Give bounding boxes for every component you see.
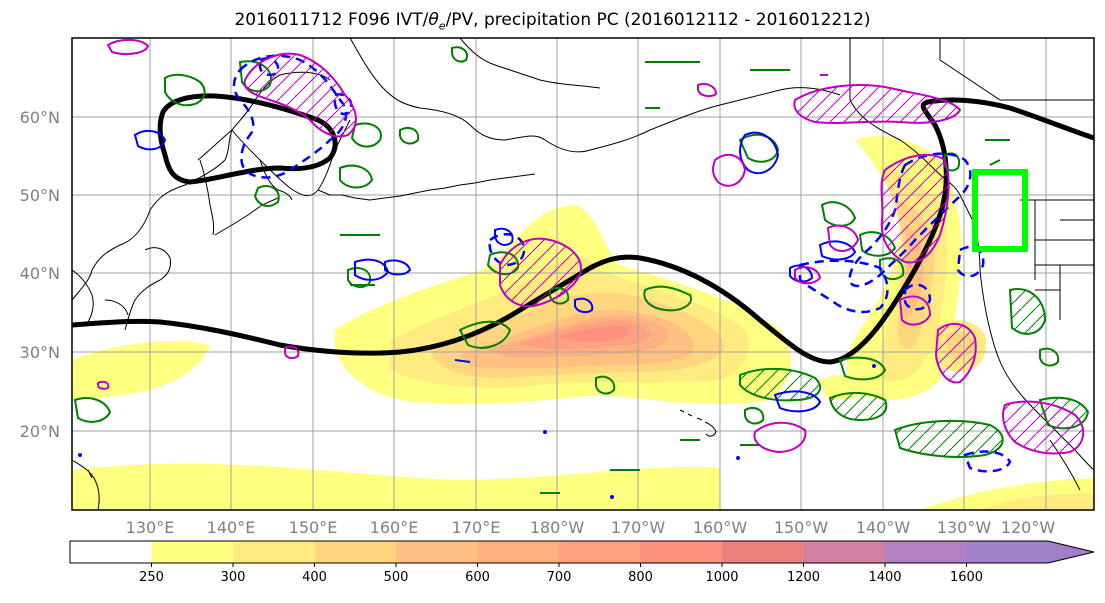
colorbar-segment — [477, 541, 560, 563]
colorbar-label: 500 — [384, 570, 409, 585]
colorbar-label: 1000 — [705, 570, 738, 585]
map-frame — [71, 37, 1095, 511]
lon-label: 140°W — [856, 518, 911, 537]
colorbar-segment — [559, 541, 641, 563]
colorbar-segment — [722, 541, 804, 563]
lat-label: 30°N — [20, 343, 60, 362]
colorbar-label: 400 — [302, 570, 327, 585]
map-title: 2016011712 F096 IVT/θe/PV, precipitation… — [234, 10, 871, 33]
colorbar-label: 1400 — [868, 570, 901, 585]
lat-label: 40°N — [20, 264, 60, 283]
small-features — [78, 364, 876, 499]
lon-label: 170°E — [452, 518, 501, 537]
colorbar-label: 1200 — [787, 570, 820, 585]
colorbar-segment — [885, 541, 967, 563]
lon-label: 180°W — [530, 518, 585, 537]
lon-label: 130°W — [937, 518, 992, 537]
lon-label: 170°W — [611, 518, 666, 537]
colorbar-outline — [69, 540, 1095, 564]
lon-label: 130°E — [126, 518, 175, 537]
lon-label: 150°W — [774, 518, 829, 537]
colorbar-label: 250 — [139, 570, 164, 585]
blue-contours — [133, 129, 857, 413]
lon-label: 160°W — [693, 518, 748, 537]
colorbar-label: 1600 — [950, 570, 983, 585]
magenta-contours — [97, 38, 1085, 455]
colorbar-label: 800 — [628, 570, 653, 585]
highlight-box — [972, 169, 1028, 252]
lat-label: 50°N — [20, 186, 60, 205]
lon-labels: 130°E 140°E 150°E 160°E 170°E 180°W 170°… — [126, 518, 1056, 537]
colorbar-segment — [966, 541, 1094, 563]
colorbar-segment — [151, 541, 234, 563]
colorbar-segment — [314, 541, 397, 563]
lon-label: 160°E — [370, 518, 419, 537]
theta-subscript: e — [438, 19, 446, 33]
lon-label: 140°E — [207, 518, 256, 537]
colorbar-segment — [803, 541, 886, 563]
lat-label: 60°N — [20, 108, 60, 127]
colorbar-segment — [396, 541, 478, 563]
lat-labels: 60°N 50°N 40°N 30°N 20°N — [20, 108, 60, 441]
colorbar-label: 600 — [465, 570, 490, 585]
colorbar: 250 300 400 500 600 700 800 1000 1200 1400 1600 — [69, 540, 1095, 585]
theta-symbol: θ — [428, 10, 439, 30]
colorbar-segment — [70, 541, 152, 563]
colorbar-label: 700 — [547, 570, 572, 585]
lon-label: 120°W — [1001, 518, 1056, 537]
lon-label: 150°E — [289, 518, 338, 537]
lat-label: 20°N — [20, 422, 60, 441]
colorbar-label: 300 — [221, 570, 246, 585]
colorbar-segment — [640, 541, 723, 563]
colorbar-segment — [233, 541, 315, 563]
